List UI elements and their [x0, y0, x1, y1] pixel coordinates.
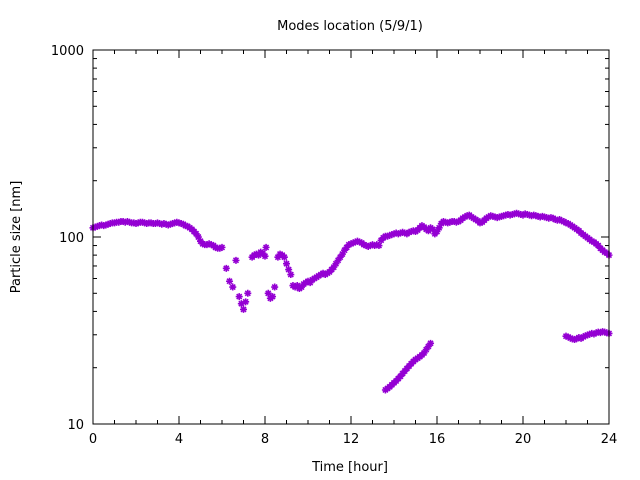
data-point: [347, 240, 355, 248]
data-point: [269, 293, 277, 301]
data-point: [240, 305, 247, 313]
data-point: [581, 332, 589, 340]
data-point: [280, 253, 288, 261]
data-point: [375, 242, 383, 250]
data-point: [566, 334, 574, 342]
data-point: [222, 264, 230, 272]
data-point: [353, 237, 361, 245]
data-point: [429, 225, 437, 233]
data-point: [293, 282, 301, 290]
data-point: [285, 266, 293, 274]
data-point: [349, 239, 357, 247]
data-point: [262, 243, 270, 251]
x-tick-label: 0: [89, 432, 97, 447]
plot-frame: [92, 49, 610, 425]
data-point: [205, 240, 213, 248]
data-point: [264, 289, 272, 297]
data-point: [424, 342, 432, 350]
data-point: [199, 240, 207, 248]
y-tick-label: 1000: [51, 44, 84, 59]
data-point: [362, 242, 370, 250]
data-point: [366, 242, 374, 250]
data-point: [229, 283, 237, 291]
data-point: [283, 260, 290, 268]
data-point: [257, 248, 265, 256]
x-tick-label: 24: [601, 432, 618, 447]
data-point: [424, 227, 432, 235]
data-point: [427, 339, 435, 347]
data-point: [351, 238, 359, 246]
data-point: [216, 244, 224, 252]
data-point: [422, 346, 430, 354]
x-tick-label: 16: [429, 432, 446, 447]
data-point: [334, 256, 342, 264]
data-point: [226, 277, 234, 285]
data-point: [237, 300, 245, 308]
data-point: [330, 263, 338, 271]
data-point: [235, 293, 243, 301]
data-point: [586, 330, 594, 338]
data-point: [274, 253, 282, 261]
data-point: [575, 334, 583, 342]
y-axis-label: Particle size [nm]: [9, 181, 24, 294]
data-point: [250, 251, 258, 259]
data-point: [369, 241, 376, 249]
y-tick-label: 10: [67, 418, 84, 433]
data-point: [242, 298, 250, 306]
data-point: [244, 289, 252, 297]
data-point: [232, 256, 240, 264]
data-point: [360, 241, 368, 249]
y-tick-label: 100: [59, 231, 84, 246]
data-point: [271, 283, 279, 291]
data-point: [371, 242, 379, 250]
data-point: [203, 241, 211, 249]
data-point: [336, 253, 344, 261]
data-point: [218, 243, 226, 251]
chart-title: Modes location (5/9/1): [277, 19, 423, 34]
data-point: [584, 331, 591, 339]
data-point: [420, 349, 428, 357]
data-point: [287, 271, 295, 279]
data-point: [373, 241, 381, 249]
data-point: [562, 332, 570, 340]
data-points: [89, 209, 613, 394]
x-axis-label: Time [hour]: [311, 460, 388, 475]
data-point: [298, 283, 306, 291]
data-point: [338, 250, 346, 258]
data-point: [384, 232, 392, 240]
data-point: [345, 241, 353, 249]
data-point: [332, 260, 340, 268]
x-tick-label: 12: [343, 432, 360, 447]
x-tick-label: 20: [515, 432, 532, 447]
data-point: [192, 230, 200, 238]
data-point: [588, 237, 596, 245]
data-point: [433, 228, 441, 236]
data-point: [276, 250, 284, 258]
data-point: [435, 224, 443, 232]
data-point: [252, 250, 260, 258]
axes: 0 4 8 12 16 20 24 10 100 1000: [51, 44, 617, 447]
data-point: [194, 233, 202, 241]
data-point: [601, 248, 609, 256]
x-tick-label: 4: [175, 432, 183, 447]
x-tick-label: 8: [261, 432, 269, 447]
data-point: [212, 243, 220, 251]
data-point: [261, 252, 269, 260]
data-point: [364, 242, 372, 250]
data-point: [571, 336, 579, 344]
data-point: [356, 238, 364, 246]
data-point: [207, 241, 215, 249]
data-point: [255, 251, 263, 259]
data-point: [259, 249, 267, 257]
